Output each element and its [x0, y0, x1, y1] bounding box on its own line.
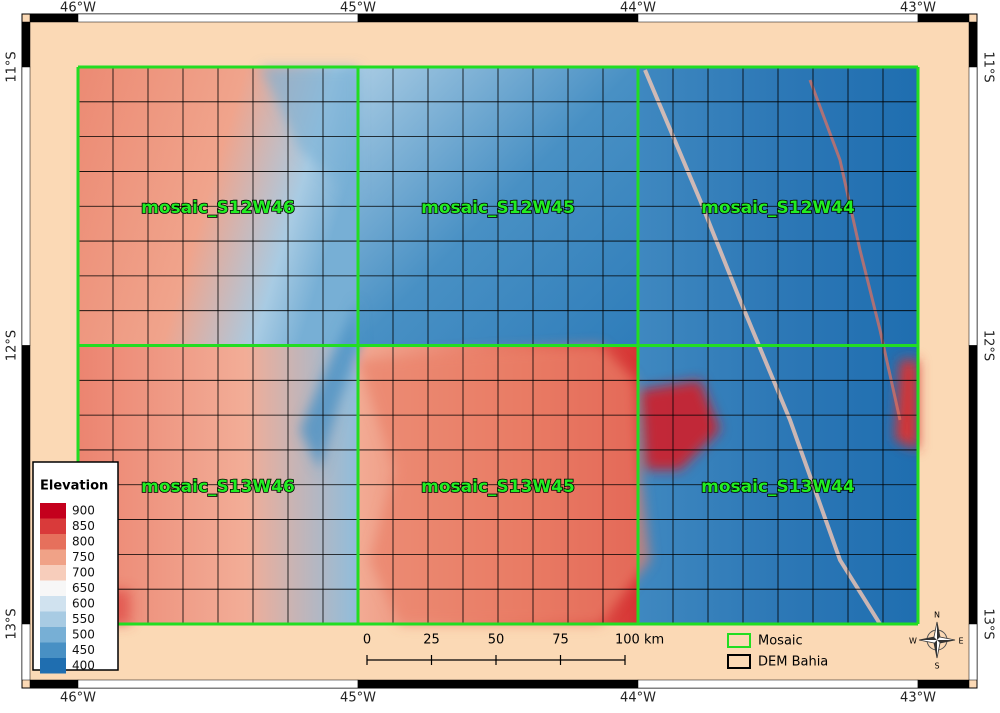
frame-segment	[968, 623, 978, 681]
longitude-label: 43°W	[900, 691, 936, 706]
longitude-label: 44°W	[620, 691, 656, 706]
latitude-label: 11°S	[5, 51, 20, 82]
tile-label: mosaic_S13W46	[141, 477, 295, 497]
frame-segment	[917, 13, 970, 23]
frame	[21, 13, 978, 689]
scale-label: 75	[552, 633, 569, 648]
legend-swatch	[40, 565, 66, 581]
compass-w: W	[909, 637, 917, 646]
scale-label: 25	[423, 633, 440, 648]
legend-label: 450	[72, 643, 95, 657]
legend-swatch	[40, 518, 66, 534]
scale-label: 100 km	[615, 633, 664, 648]
longitude-label: 44°W	[620, 1, 656, 16]
latitude-label: 13°S	[981, 608, 996, 639]
legend-swatch	[40, 549, 66, 565]
frame-segment	[21, 623, 31, 681]
legend-title: Elevation	[40, 479, 108, 494]
tile-label: mosaic_S12W44	[701, 198, 855, 218]
legend-swatch	[40, 642, 66, 658]
legend-swatch	[40, 658, 66, 674]
layer-label: DEM Bahia	[758, 655, 828, 670]
tile-label: mosaic_S12W46	[141, 198, 295, 218]
legend-label: 500	[72, 628, 95, 642]
tile-label: mosaic_S12W45	[421, 198, 575, 218]
latitude-label: 12°S	[5, 330, 20, 361]
frame-segment	[968, 21, 978, 68]
frame-segment	[637, 13, 919, 23]
frame-segment	[21, 66, 31, 346]
legend-label: 550	[72, 612, 95, 626]
tile-label: mosaic_S13W44	[701, 477, 855, 497]
frame-segment	[637, 679, 919, 689]
scale-label: 50	[488, 633, 505, 648]
layer-swatch	[727, 654, 751, 669]
layer-label: Mosaic	[758, 634, 803, 649]
legend-swatch	[40, 627, 66, 643]
legend-label: 750	[72, 550, 95, 564]
tile-label: mosaic_S13W45	[421, 477, 575, 497]
frame-segment	[77, 679, 359, 689]
legend-label: 850	[72, 519, 95, 533]
mosaic-outlines	[76, 65, 920, 626]
frame-segment	[357, 13, 639, 23]
compass-n: N	[934, 611, 940, 620]
scale-label: 0	[363, 633, 371, 648]
legend-label: 600	[72, 597, 95, 611]
frame-segment	[21, 345, 31, 625]
longitude-label: 46°W	[60, 691, 96, 706]
frame-segment	[77, 13, 359, 23]
legend-label: 800	[72, 535, 95, 549]
frame-segment	[29, 679, 79, 689]
frame-segment	[968, 345, 978, 625]
legend-swatch	[40, 534, 66, 550]
labels: 46°W 46°W 45°W 45°W 44°W 44°W 43°W 43°W 11°S 11°S…	[5, 1, 996, 706]
layer-legend: Mosaic DEM Bahia	[727, 633, 828, 670]
legend-swatch	[40, 503, 66, 519]
latitude-label: 13°S	[5, 608, 20, 639]
legend-swatch	[40, 580, 66, 596]
frame-segment	[917, 679, 970, 689]
longitude-label: 46°W	[60, 1, 96, 16]
longitude-label: 43°W	[900, 1, 936, 16]
legend-swatch	[40, 596, 66, 612]
legend-label: 900	[72, 504, 95, 518]
legend-label: 400	[72, 659, 95, 673]
layer-swatch	[727, 633, 751, 648]
legend-label: 700	[72, 566, 95, 580]
scale-bar: 0 25 50 75 100 km	[363, 633, 664, 665]
frame-segment	[968, 66, 978, 346]
compass-s: S	[934, 662, 939, 671]
latitude-label: 11°S	[981, 51, 996, 82]
compass-e: E	[958, 637, 963, 646]
frame-segment	[21, 21, 31, 68]
latitude-label: 12°S	[981, 330, 996, 361]
frame-segment	[357, 679, 639, 689]
legend-swatch	[40, 611, 66, 627]
longitude-label: 45°W	[340, 1, 376, 16]
compass: N S E W	[909, 611, 963, 671]
longitude-label: 45°W	[340, 691, 376, 706]
legend-label: 650	[72, 581, 95, 595]
